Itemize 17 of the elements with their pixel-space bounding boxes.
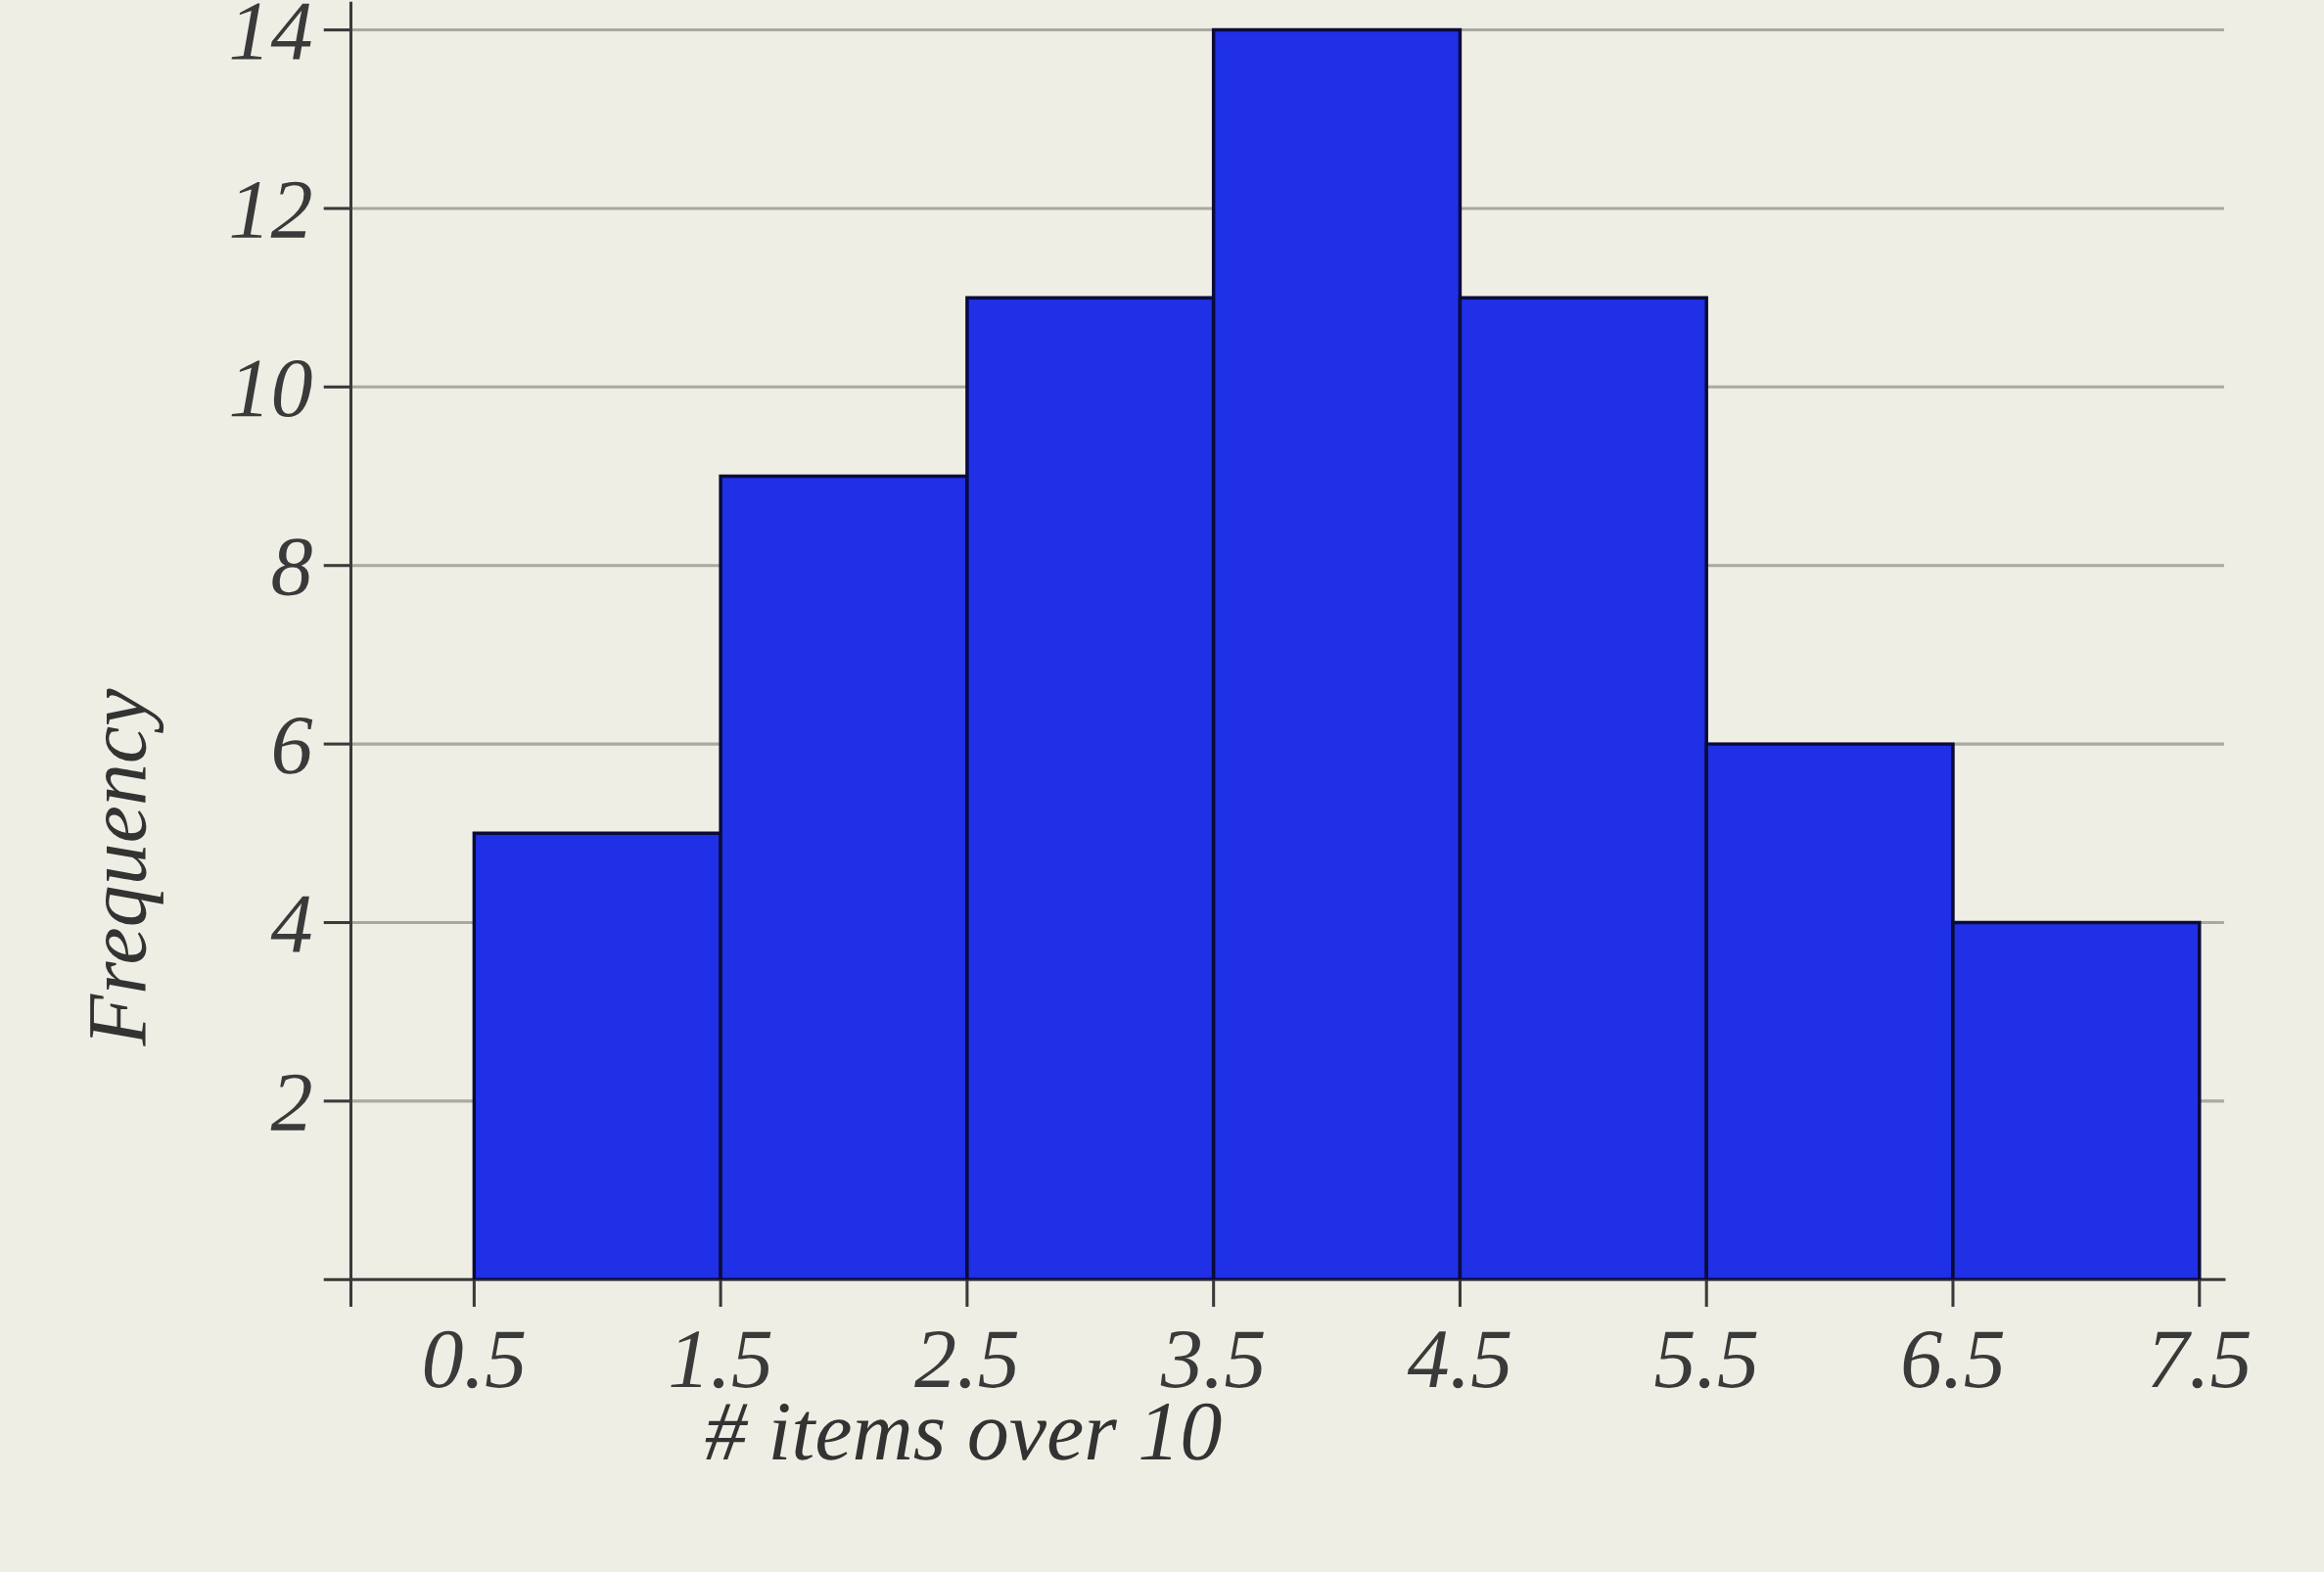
y-tick-label: 8 <box>272 538 312 596</box>
x-tick-label: 2.5 <box>914 1331 1018 1389</box>
y-tick-label: 14 <box>231 3 311 60</box>
y-tick-label: 10 <box>231 359 312 418</box>
y-tick-label: 4 <box>270 896 311 952</box>
x-tick-label: 7.5 <box>2151 1331 2250 1389</box>
y-tick-label: 6 <box>274 717 313 774</box>
x-tick-label: 3.5 <box>1160 1331 1264 1389</box>
y-tick-label: 2 <box>270 1074 311 1131</box>
x-tick-label: 1.5 <box>671 1331 771 1389</box>
x-tick-label: 4.5 <box>1407 1331 1511 1389</box>
x-axis-title: # items over 10 <box>705 1403 1222 1460</box>
y-axis-title: Frequency <box>90 688 164 1046</box>
y-tick-label: 12 <box>231 181 311 238</box>
x-tick-label: 5.5 <box>1654 1331 1757 1389</box>
x-tick-label: 0.5 <box>424 1330 525 1389</box>
x-tick-label: 6.5 <box>1903 1331 2004 1389</box>
